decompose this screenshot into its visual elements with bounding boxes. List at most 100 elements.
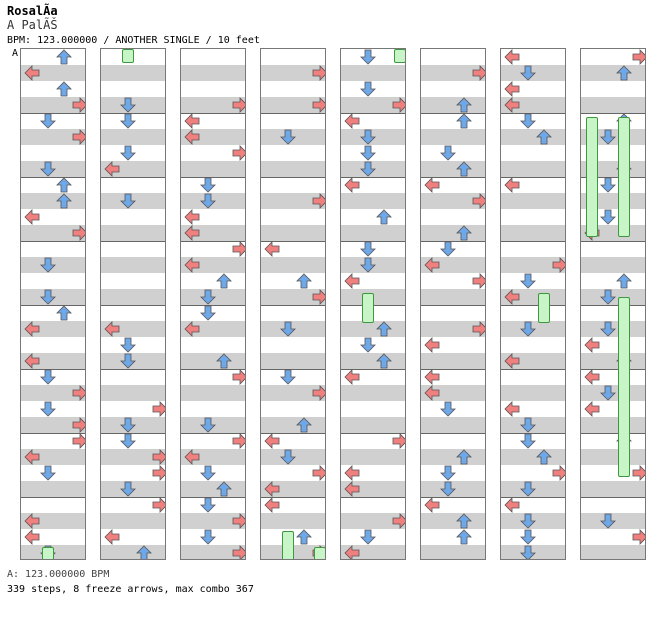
arrow-left-icon <box>504 401 520 417</box>
arrow-left-icon <box>584 369 600 385</box>
arrow-up-icon <box>376 353 392 369</box>
measure-line <box>341 433 405 434</box>
arrow-down-icon <box>600 209 616 225</box>
arrow-right-icon <box>392 97 405 113</box>
arrow-left-icon <box>264 241 280 257</box>
measure-line <box>501 241 565 242</box>
measure-line <box>341 177 405 178</box>
measure-line <box>181 241 245 242</box>
freeze-arrow <box>314 547 325 559</box>
arrow-right-icon <box>632 529 645 545</box>
bpm-summary: A: 123.000000 BPM <box>7 569 110 580</box>
arrow-down-icon <box>600 177 616 193</box>
arrow-down-icon <box>120 145 136 161</box>
arrow-up-icon <box>56 49 72 65</box>
arrow-left-icon <box>24 65 40 81</box>
arrow-right-icon <box>312 193 325 209</box>
song-title: RosalÃ­a <box>7 4 58 18</box>
arrow-down-icon <box>360 129 376 145</box>
measure-line <box>501 433 565 434</box>
measure-line <box>341 369 405 370</box>
arrow-up-icon <box>376 209 392 225</box>
arrow-right-icon <box>72 433 85 449</box>
arrow-down-icon <box>600 289 616 305</box>
arrow-up-icon <box>456 449 472 465</box>
arrow-right-icon <box>152 465 165 481</box>
arrow-down-icon <box>120 193 136 209</box>
arrow-left-icon <box>184 449 200 465</box>
arrow-left-icon <box>504 97 520 113</box>
measure-line <box>181 177 245 178</box>
measure-line <box>421 369 485 370</box>
arrow-up-icon <box>616 65 632 81</box>
arrow-right-icon <box>72 225 85 241</box>
arrow-down-icon <box>520 273 536 289</box>
arrow-left-icon <box>184 321 200 337</box>
arrow-up-icon <box>296 417 312 433</box>
arrow-left-icon <box>344 273 360 289</box>
arrow-down-icon <box>440 481 456 497</box>
arrow-up-icon <box>456 529 472 545</box>
arrow-left-icon <box>264 481 280 497</box>
chart-column-4 <box>260 48 326 560</box>
arrow-up-icon <box>536 449 552 465</box>
arrow-left-icon <box>104 321 120 337</box>
measure-line <box>341 497 405 498</box>
arrow-right-icon <box>632 49 645 65</box>
arrow-left-icon <box>424 385 440 401</box>
arrow-down-icon <box>360 257 376 273</box>
arrow-right-icon <box>632 465 645 481</box>
measure-line <box>101 497 165 498</box>
measure-line <box>21 497 85 498</box>
arrow-down-icon <box>360 337 376 353</box>
arrow-left-icon <box>504 49 520 65</box>
arrow-down-icon <box>440 145 456 161</box>
arrow-right-icon <box>232 145 245 161</box>
arrow-right-icon <box>552 257 565 273</box>
arrow-down-icon <box>600 385 616 401</box>
measure-line <box>501 305 565 306</box>
arrow-right-icon <box>72 385 85 401</box>
arrow-left-icon <box>344 481 360 497</box>
arrow-left-icon <box>344 369 360 385</box>
measure-line <box>341 241 405 242</box>
arrow-down-icon <box>200 193 216 209</box>
arrow-down-icon <box>360 49 376 65</box>
arrow-down-icon <box>200 417 216 433</box>
steps-summary: 339 steps, 8 freeze arrows, max combo 36… <box>7 584 254 595</box>
measure-line <box>21 241 85 242</box>
arrow-left-icon <box>344 177 360 193</box>
measure-line <box>501 369 565 370</box>
arrow-left-icon <box>424 177 440 193</box>
measure-line <box>181 113 245 114</box>
arrow-up-icon <box>56 193 72 209</box>
measure-line <box>581 305 645 306</box>
measure-line <box>261 433 325 434</box>
arrow-down-icon <box>120 481 136 497</box>
measure-line <box>261 369 325 370</box>
arrow-down-icon <box>280 321 296 337</box>
measure-line <box>261 241 325 242</box>
arrow-down-icon <box>40 161 56 177</box>
arrow-left-icon <box>104 529 120 545</box>
arrow-left-icon <box>344 113 360 129</box>
freeze-arrow <box>42 547 54 559</box>
arrow-down-icon <box>200 305 216 321</box>
freeze-arrow <box>282 531 294 559</box>
arrow-left-icon <box>344 545 360 559</box>
arrow-down-icon <box>440 401 456 417</box>
arrow-right-icon <box>72 129 85 145</box>
arrow-right-icon <box>232 369 245 385</box>
arrow-up-icon <box>56 305 72 321</box>
measure-line <box>581 433 645 434</box>
measure-line <box>261 497 325 498</box>
chart-meta: BPM: 123.000000 / ANOTHER SINGLE / 10 fe… <box>7 35 260 46</box>
arrow-left-icon <box>24 321 40 337</box>
measure-line <box>21 433 85 434</box>
arrow-down-icon <box>520 65 536 81</box>
measure-line <box>581 497 645 498</box>
chart-column-5 <box>340 48 406 560</box>
arrow-left-icon <box>24 529 40 545</box>
arrow-up-icon <box>216 481 232 497</box>
arrow-up-icon <box>616 273 632 289</box>
